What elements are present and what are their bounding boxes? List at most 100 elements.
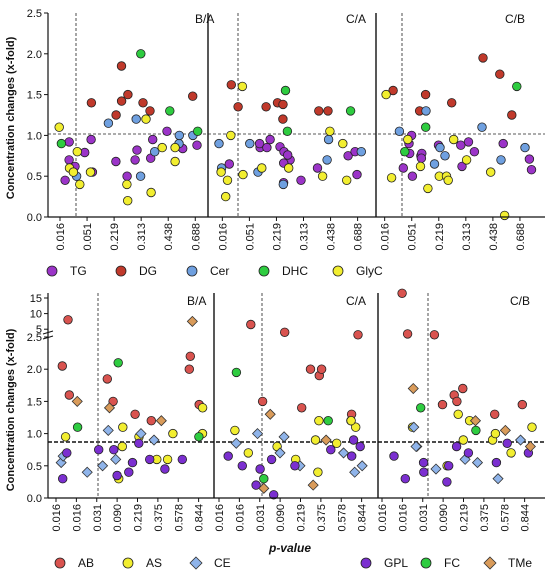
top-point-glyc (461, 155, 472, 165)
bottom-y-tick-label: 10 (30, 309, 42, 321)
top-y-tick-label: 1.0 (27, 130, 42, 142)
bottom-point-gpl (355, 441, 365, 452)
bottom-legend: AB AS CE GPL FC TMe (54, 556, 532, 570)
legend-fc-marker (420, 557, 432, 569)
bottom-x-tick-label: 0.090 (275, 504, 287, 532)
bottom-group-ba: B/A (187, 294, 206, 308)
bottom-point-ab (102, 374, 113, 384)
bottom-point-ab (130, 409, 140, 420)
top-point-cer (131, 114, 141, 124)
bottom-point-tme (307, 479, 319, 491)
bottom-point-as (243, 448, 254, 458)
top-point-glyc (68, 167, 79, 177)
bottom-point-ab (452, 396, 462, 407)
top-point-glyc (122, 195, 133, 206)
bottom-point-fc (194, 432, 204, 442)
top-point-tg (469, 146, 480, 157)
top-point-dhc (165, 106, 175, 116)
bottom-point-ce (410, 440, 422, 453)
bottom-point-ab (305, 364, 316, 374)
top-point-tg (463, 137, 474, 147)
bottom-point-as (310, 435, 321, 445)
top-y-ticks: 0.0 0.5 1.0 1.5 2.0 2.5 (27, 8, 48, 224)
bottom-point-as (458, 435, 469, 445)
bottom-x-ticks: 0.016 0.016 0.031 0.090 0.219 0.375 0.578 0.844… (51, 498, 532, 532)
bottom-point-fc (72, 422, 83, 432)
top-point-cer (174, 130, 185, 141)
bottom-point-ab (490, 409, 500, 420)
top-point-glyc (170, 142, 180, 153)
top-x-tick-label: 0.313 (299, 223, 311, 251)
bottom-point-ab (63, 315, 73, 325)
top-point-tg (407, 171, 418, 181)
bottom-x-tick-label: 0.844 (520, 504, 532, 532)
bottom-point-gpl (326, 445, 336, 455)
bottom-point-fc (323, 416, 333, 426)
bottom-point-as (197, 403, 208, 413)
top-point-cer (440, 151, 450, 161)
top-point-glyc (220, 191, 231, 202)
bottom-chart: Concentration changes (x-fold) 0.0 0.5 1.0… (5, 288, 545, 555)
bottom-point-fc (231, 367, 242, 378)
bottom-point-as (453, 409, 463, 420)
top-point-glyc (317, 171, 328, 181)
top-point-tg (296, 175, 306, 186)
top-y-axis-label: Concentration changes (x-fold) (5, 36, 17, 199)
bottom-point-tme (320, 434, 332, 446)
top-point-glyc (222, 175, 233, 186)
bottom-point-ab (297, 403, 307, 413)
top-x-tick-label: 0.016 (55, 223, 67, 251)
bottom-point-ce (337, 447, 350, 459)
top-point-dg (447, 98, 457, 108)
bottom-point-ab (517, 399, 528, 410)
top-y-tick-label: 1.5 (27, 90, 42, 102)
bottom-points (55, 288, 537, 500)
bottom-point-ce (408, 421, 420, 433)
top-point-glyc (141, 114, 151, 124)
top-group-ba: B/A (195, 12, 214, 26)
legend-dg-label: DG (139, 264, 157, 278)
bottom-point-ce (356, 460, 368, 472)
bottom-point-ce (81, 466, 93, 478)
top-point-glyc (284, 163, 294, 173)
top-point-dg (233, 102, 243, 112)
top-point-tg (192, 140, 202, 150)
bottom-x-tick-label: 0.016 (234, 504, 246, 532)
top-x-tick-label: 0.219 (109, 223, 121, 251)
bottom-point-gpl (237, 461, 248, 471)
bottom-point-ab (437, 399, 448, 410)
top-point-glyc (403, 134, 413, 145)
bottom-point-ce (230, 437, 242, 449)
bottom-point-ab (316, 364, 327, 374)
top-point-dg (278, 114, 288, 124)
top-point-glyc (342, 175, 352, 186)
top-point-dg (145, 106, 155, 116)
top-point-dhc (282, 126, 293, 137)
bottom-point-ce (251, 428, 264, 440)
bottom-point-gpl (223, 451, 233, 461)
bottom-point-gpl (160, 464, 170, 474)
bottom-y-tick-label: 1.0 (27, 429, 42, 441)
legend-dhc-marker (258, 265, 270, 277)
top-point-dg (116, 61, 127, 71)
top-point-glyc (216, 167, 226, 177)
legend-ab-marker (54, 557, 66, 569)
bottom-point-ab (280, 327, 290, 338)
top-point-dg (138, 98, 148, 108)
top-point-cer (429, 159, 440, 169)
bottom-point-as (162, 454, 173, 465)
top-point-dg (261, 102, 271, 112)
top-point-tg (456, 140, 466, 150)
top-point-glyc (443, 175, 453, 186)
top-point-dhc (56, 138, 67, 149)
top-point-dhc (345, 106, 356, 116)
top-x-tick-label: 0.313 (461, 223, 473, 251)
bottom-point-gpl (451, 441, 462, 452)
top-point-dg (420, 89, 431, 100)
top-point-glyc (54, 122, 64, 132)
top-point-cer (214, 138, 224, 149)
top-point-cer (496, 155, 506, 165)
bottom-point-ab (64, 390, 75, 400)
bottom-point-tme (155, 415, 167, 427)
